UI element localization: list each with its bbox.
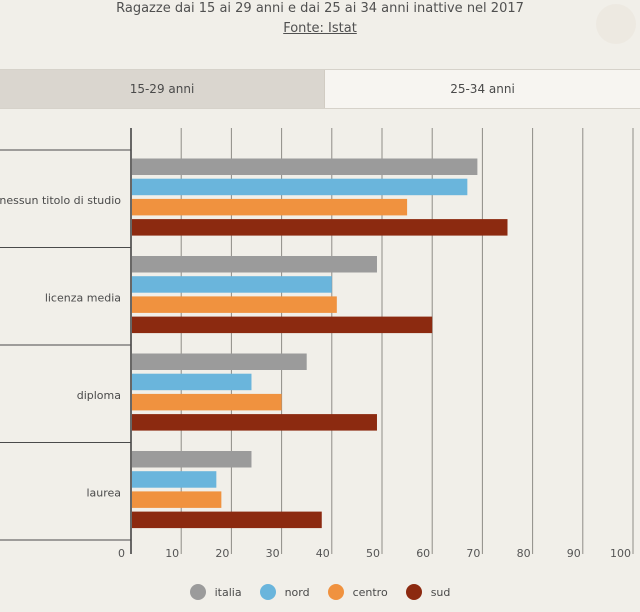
bar-centro: [132, 198, 408, 216]
bar-italia: [132, 353, 307, 370]
legend-item-italia[interactable]: italia: [189, 584, 242, 600]
x-tick-label: 70: [466, 547, 480, 560]
bar-sud: [132, 414, 377, 431]
x-tick-label: 90: [567, 547, 581, 560]
chart-subtitle: Ragazze dai 15 ai 29 anni e dai 25 ai 34…: [116, 1, 524, 16]
x-tick-label: 20: [215, 547, 229, 560]
legend-item-nord[interactable]: nord: [259, 584, 310, 600]
bar-centro: [132, 296, 337, 313]
chart-svg: 0 10 20 30 40 50 60 70 80 90 100 nessun titolo di s…: [0, 128, 634, 560]
bar-nord: [132, 471, 217, 488]
category-label: licenza media: [45, 291, 121, 304]
bar-nord: [132, 276, 332, 293]
category-label: diploma: [77, 389, 121, 402]
category-label: nessun titolo di studio: [0, 194, 121, 207]
x-tick-label: 10: [165, 547, 179, 560]
x-tick-label: 30: [266, 547, 280, 560]
legend-item-sud[interactable]: sud: [405, 584, 451, 600]
source-link[interactable]: Fonte: Istat: [283, 21, 357, 36]
legend-label-centro: centro: [352, 585, 388, 599]
bar-centro: [132, 393, 282, 411]
x-tick-label: 100: [610, 547, 631, 560]
chart-legend: italia nord centro sud: [0, 584, 640, 600]
bar-nord: [132, 178, 468, 196]
category-label: laurea: [86, 486, 121, 499]
legend-item-centro[interactable]: centro: [327, 584, 388, 600]
legend-label-sud: sud: [430, 585, 451, 599]
legend-dot-nord: [259, 584, 276, 600]
bar-italia: [132, 451, 252, 468]
x-tick-label: 80: [517, 547, 531, 560]
bar-italia: [132, 158, 478, 175]
legend-label-nord: nord: [284, 585, 310, 599]
age-range-tabs: 15-29 anni 25-34 anni: [0, 69, 640, 109]
x-tick-label: 40: [316, 547, 330, 560]
x-tick-label: 60: [416, 547, 430, 560]
bar-italia: [132, 256, 377, 273]
bar-chart: 0 10 20 30 40 50 60 70 80 90 100 nessun titolo di s…: [0, 120, 640, 570]
x-tick-label: 50: [366, 547, 380, 560]
bar-sud: [132, 316, 433, 334]
header-circle-icon: [596, 4, 636, 44]
bar-sud: [132, 219, 508, 236]
tab-15-29-anni[interactable]: 15-29 anni: [0, 70, 324, 108]
bar-nord: [132, 373, 252, 391]
legend-dot-centro: [327, 584, 344, 600]
tab-25-34-anni[interactable]: 25-34 anni: [324, 70, 640, 108]
legend-dot-sud: [405, 584, 422, 600]
bar-sud: [132, 511, 322, 529]
legend-dot-italia: [189, 584, 206, 600]
x-tick-label: 0: [118, 547, 125, 560]
legend-label-italia: italia: [214, 585, 242, 599]
bar-centro: [132, 491, 222, 508]
